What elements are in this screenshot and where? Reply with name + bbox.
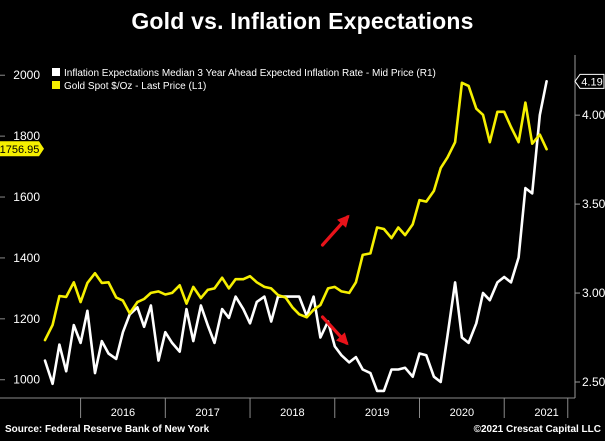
footer-source: Source: Federal Reserve Bank of New York (5, 424, 210, 435)
x-tick-label: 2020 (450, 407, 474, 419)
right-tick-label: 2.50 (582, 375, 605, 389)
gold-last-value-tag-pointer (39, 141, 44, 157)
legend-label: Gold Spot $/Oz - Last Price (L1) (64, 81, 206, 92)
inflation-last-value-label: 4.19 (581, 76, 602, 88)
left-tick-label: 1400 (13, 251, 40, 265)
chart-axes: 2016 2017 2018 2019 2020 2021 1000 1200 1400 1600… (0, 55, 605, 419)
legend-swatch (52, 68, 60, 76)
inflation-expectations-line (43, 80, 548, 393)
left-tick-label: 1800 (13, 129, 40, 143)
right-tick-label: 3.00 (582, 286, 605, 300)
last-value-tags: 1756.95 4.19 (0, 73, 605, 157)
footer-credit: ©2021 Crescat Capital LLC (473, 424, 601, 435)
x-tick-label: 2018 (280, 407, 304, 419)
chart-series (43, 80, 548, 393)
right-tick-label: 3.50 (582, 197, 605, 211)
chart-title: Gold vs. Inflation Expectations (131, 8, 474, 34)
gold-spot-line (43, 81, 548, 342)
legend-label: Inflation Expectations Median 3 Year Ahe… (64, 68, 436, 79)
gold-last-value-tag (0, 141, 39, 157)
right-tick-label: 4.00 (582, 108, 605, 122)
x-tick-label: 2019 (365, 407, 389, 419)
arrow-up-right-head (337, 214, 350, 228)
arrow-down-right-head (336, 332, 349, 346)
left-tick-label: 1000 (13, 373, 40, 387)
gold-last-value-label: 1756.95 (0, 144, 39, 156)
inflation-last-value-tag (574, 73, 605, 89)
left-tick-label: 2000 (13, 68, 40, 82)
chart-legend: Inflation Expectations Median 3 Year Ahe… (52, 68, 436, 92)
left-tick-label: 1200 (13, 312, 40, 326)
legend-swatch (52, 81, 60, 89)
left-tick-label: 1600 (13, 190, 40, 204)
chart-annotations (320, 214, 350, 346)
x-tick-label: 2017 (195, 407, 219, 419)
x-tick-label: 2016 (111, 407, 135, 419)
x-tick-label: 2021 (534, 407, 558, 419)
